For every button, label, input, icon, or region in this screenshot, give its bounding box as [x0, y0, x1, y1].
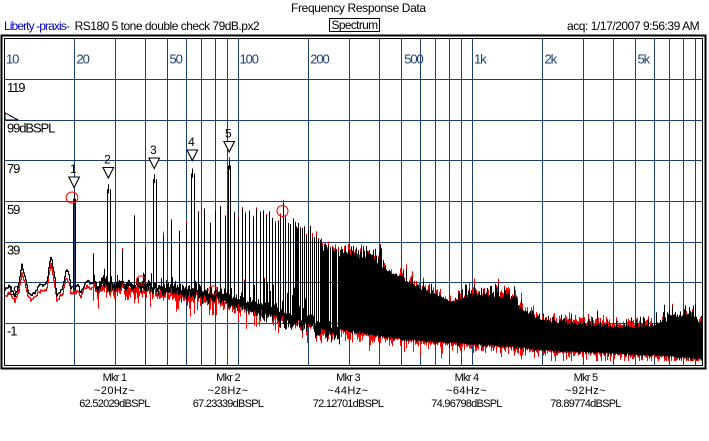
svg-text:119: 119	[7, 80, 25, 95]
svg-text:5: 5	[225, 126, 232, 140]
svg-text:3: 3	[150, 143, 157, 157]
svg-text:2k: 2k	[545, 52, 558, 67]
svg-text:79: 79	[7, 161, 20, 176]
svg-text:1: 1	[70, 162, 77, 176]
svg-text:200: 200	[310, 52, 329, 67]
svg-text:59: 59	[7, 202, 20, 217]
svg-text:5k: 5k	[638, 52, 651, 67]
svg-text:39: 39	[7, 242, 20, 257]
svg-text:100: 100	[240, 52, 259, 67]
svg-text:4: 4	[188, 135, 195, 149]
svg-text:2: 2	[104, 152, 111, 166]
svg-text:-1: -1	[7, 324, 17, 339]
svg-text:20: 20	[77, 52, 90, 67]
svg-text:99dBSPL: 99dBSPL	[7, 121, 55, 136]
svg-text:1k: 1k	[474, 52, 487, 67]
svg-text:50: 50	[170, 52, 183, 67]
svg-text:500: 500	[404, 52, 423, 67]
svg-text:10: 10	[6, 52, 19, 67]
